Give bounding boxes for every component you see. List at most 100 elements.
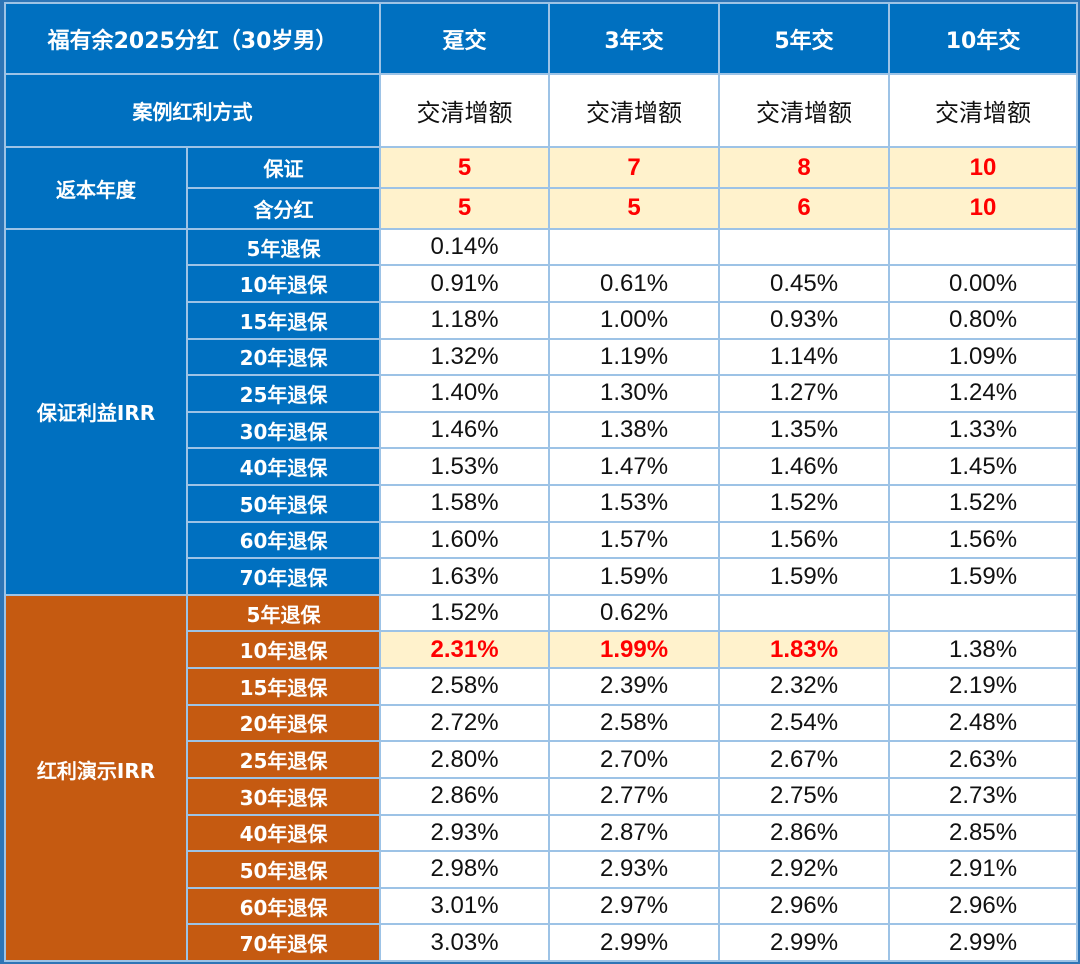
irr-cell: 2.96% — [718, 886, 891, 926]
irr-cell: 1.46% — [718, 447, 891, 487]
irr-cell: 2.99% — [718, 923, 891, 962]
guaranteed-irr-row: 50年退保 1.58% 1.53% 1.52% 1.52% — [5, 484, 1079, 523]
breakeven-cell: 6 — [718, 187, 891, 230]
irr-cell: 1.63% — [379, 557, 551, 596]
irr-cell: 1.59% — [718, 557, 891, 596]
row-label: 60年退保 — [185, 886, 382, 926]
row-label: 40年退保 — [185, 447, 382, 487]
guaranteed-irr-group-text: 保证利益IRR — [36, 401, 156, 426]
irr-cell: 1.00% — [548, 300, 721, 340]
row-label: 25年退保 — [185, 740, 382, 779]
breakeven-cell: 8 — [718, 146, 891, 190]
irr-cell-highlighted: 1.83% — [718, 630, 891, 670]
column-header-10-year-pay: 10年交 — [888, 1, 1079, 76]
row-label: 50年退保 — [185, 850, 382, 889]
irr-cell: 2.86% — [379, 776, 551, 816]
breakeven-cell: 7 — [548, 146, 721, 190]
irr-cell-highlighted: 2.31% — [379, 630, 551, 670]
dividend-irr-row: 15年退保 2.58% 2.39% 2.32% 2.19% — [5, 667, 1079, 706]
irr-cell: 2.70% — [548, 740, 721, 779]
row-label: 30年退保 — [185, 410, 382, 450]
irr-cell: 1.56% — [718, 520, 891, 560]
irr-cell: 1.52% — [379, 593, 551, 633]
irr-cell: 0.91% — [379, 264, 551, 303]
header-row: 福有余2025分红（30岁男） 趸交 3年交 5年交 10年交 — [3, 1, 1079, 76]
dividend-irr-row-highlighted: 10年退保 2.31% 1.99% 1.83% 1.38% — [5, 630, 1079, 670]
irr-cell: 2.99% — [548, 923, 721, 962]
irr-cell: 1.52% — [718, 484, 891, 523]
irr-cell: 2.77% — [548, 776, 721, 816]
guaranteed-irr-row: 60年退保 1.60% 1.57% 1.56% 1.56% — [5, 520, 1079, 560]
irr-cell: 1.33% — [888, 410, 1079, 450]
row-label: 15年退保 — [185, 300, 382, 340]
row-label: 40年退保 — [185, 813, 382, 853]
irr-comparison-table: 福有余2025分红（30岁男） 趸交 3年交 5年交 10年交 案例红利方式 交… — [3, 1, 1079, 963]
breakeven-cell: 10 — [888, 187, 1079, 230]
irr-cell: 1.18% — [379, 300, 551, 340]
irr-cell: 0.80% — [888, 300, 1079, 340]
irr-cell: 2.58% — [548, 703, 721, 743]
guaranteed-irr-row: 25年退保 1.40% 1.30% 1.27% 1.24% — [5, 374, 1079, 413]
dividend-irr-row: 20年退保 2.72% 2.58% 2.54% 2.48% — [5, 703, 1079, 743]
irr-cell: 1.19% — [548, 337, 721, 377]
irr-cell: 1.53% — [548, 484, 721, 523]
irr-cell: 2.67% — [718, 740, 891, 779]
irr-cell: 2.48% — [888, 703, 1079, 743]
breakeven-cell: 5 — [379, 187, 551, 230]
dividend-irr-row: 50年退保 2.98% 2.93% 2.92% 2.91% — [5, 850, 1079, 889]
guaranteed-irr-row: 保证利益IRR 5年退保 0.14% — [4, 227, 1079, 596]
breakeven-group-label: 返本年度 — [4, 146, 188, 230]
dividend-mode-cell: 交清增额 — [548, 73, 721, 149]
guaranteed-irr-group-label: 保证利益IRR — [4, 227, 188, 596]
irr-cell: 0.61% — [548, 264, 721, 303]
irr-cell: 2.63% — [888, 740, 1079, 779]
irr-cell: 2.73% — [888, 776, 1079, 816]
row-label: 保证 — [185, 146, 382, 190]
irr-cell: 0.14% — [379, 227, 551, 267]
row-label: 5年退保 — [185, 593, 382, 633]
row-label: 25年退保 — [185, 374, 382, 413]
irr-cell: 3.01% — [379, 886, 551, 926]
dividend-irr-group-text: 红利演示IRR — [36, 759, 156, 784]
irr-cell: 1.24% — [888, 374, 1079, 413]
dividend-mode-cell: 交清增额 — [379, 73, 551, 149]
row-label: 10年退保 — [185, 264, 382, 303]
irr-cell: 0.45% — [718, 264, 891, 303]
irr-cell: 0.62% — [548, 593, 721, 633]
guaranteed-irr-row: 40年退保 1.53% 1.47% 1.46% 1.45% — [5, 447, 1079, 487]
row-label: 20年退保 — [185, 337, 382, 377]
irr-cell: 2.75% — [718, 776, 891, 816]
row-label: 30年退保 — [185, 776, 382, 816]
irr-cell: 0.93% — [718, 300, 891, 340]
irr-cell: 2.19% — [888, 667, 1079, 706]
dividend-mode-label: 案例红利方式 — [3, 73, 382, 149]
irr-cell: 1.52% — [888, 484, 1079, 523]
irr-cell: 1.38% — [548, 410, 721, 450]
guaranteed-irr-row: 10年退保 0.91% 0.61% 0.45% 0.00% — [5, 264, 1079, 303]
irr-cell: 1.59% — [548, 557, 721, 596]
irr-cell: 1.14% — [718, 337, 891, 377]
irr-cell: 0.00% — [888, 264, 1079, 303]
breakeven-guaranteed-row: 返本年度 保证 5 7 8 10 — [4, 146, 1079, 230]
row-label: 10年退保 — [185, 630, 382, 670]
irr-cell — [548, 227, 721, 267]
irr-cell: 2.97% — [548, 886, 721, 926]
irr-cell: 1.60% — [379, 520, 551, 560]
irr-cell — [718, 593, 891, 633]
irr-cell: 2.85% — [888, 813, 1079, 853]
irr-cell: 2.96% — [888, 886, 1079, 926]
dividend-mode-cell: 交清增额 — [888, 73, 1079, 149]
irr-cell: 1.35% — [718, 410, 891, 450]
irr-cell: 2.32% — [718, 667, 891, 706]
row-label: 70年退保 — [185, 923, 382, 962]
table-title: 福有余2025分红（30岁男） — [3, 1, 382, 76]
row-label: 60年退保 — [185, 520, 382, 560]
irr-cell: 1.59% — [888, 557, 1079, 596]
irr-cell: 2.86% — [718, 813, 891, 853]
irr-cell: 1.30% — [548, 374, 721, 413]
irr-cell: 2.99% — [888, 923, 1079, 962]
row-label: 15年退保 — [185, 667, 382, 706]
irr-cell — [888, 227, 1079, 267]
dividend-irr-row: 30年退保 2.86% 2.77% 2.75% 2.73% — [5, 776, 1079, 816]
dividend-irr-group-label: 红利演示IRR — [4, 593, 188, 963]
